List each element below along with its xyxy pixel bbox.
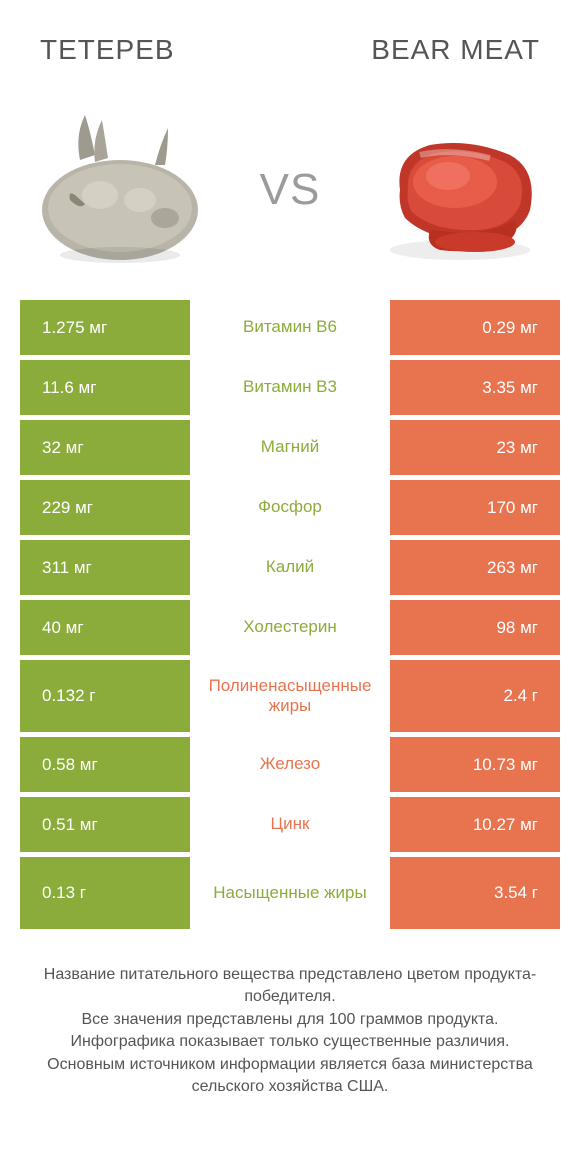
footnote-line: Инфографика показывает только существенн…: [30, 1031, 550, 1053]
nutrient-label: Магний: [190, 420, 390, 475]
nutrient-label: Калий: [190, 540, 390, 595]
nutrient-label: Железо: [190, 737, 390, 792]
comparison-row: 40 мгХолестерин98 мг: [20, 600, 560, 655]
value-left: 0.58 мг: [20, 737, 190, 792]
comparison-row: 229 мгФосфор170 мг: [20, 480, 560, 535]
title-right: BEAR MEAT: [371, 34, 540, 66]
value-right: 23 мг: [390, 420, 560, 475]
value-left: 311 мг: [20, 540, 190, 595]
nutrient-label: Фосфор: [190, 480, 390, 535]
comparison-table: 1.275 мгВитамин B60.29 мг11.6 мгВитамин …: [0, 300, 580, 929]
comparison-row: 11.6 мгВитамин B33.35 мг: [20, 360, 560, 415]
nutrient-label: Цинк: [190, 797, 390, 852]
value-right: 10.27 мг: [390, 797, 560, 852]
value-left: 0.51 мг: [20, 797, 190, 852]
footnote-line: Все значения представлены для 100 граммо…: [30, 1009, 550, 1031]
nutrient-label: Холестерин: [190, 600, 390, 655]
footnote-line: Название питательного вещества представл…: [30, 964, 550, 1009]
comparison-row: 0.58 мгЖелезо10.73 мг: [20, 737, 560, 792]
value-right: 98 мг: [390, 600, 560, 655]
value-right: 3.54 г: [390, 857, 560, 929]
product-image-right: [360, 100, 560, 280]
nutrient-label: Витамин B3: [190, 360, 390, 415]
value-right: 2.4 г: [390, 660, 560, 732]
value-left: 1.275 мг: [20, 300, 190, 355]
footnote-line: Основным источником информации является …: [30, 1054, 550, 1099]
value-right: 263 мг: [390, 540, 560, 595]
nutrient-label: Насыщенные жиры: [190, 857, 390, 929]
value-left: 40 мг: [20, 600, 190, 655]
comparison-row: 0.51 мгЦинк10.27 мг: [20, 797, 560, 852]
value-right: 170 мг: [390, 480, 560, 535]
comparison-row: 0.13 гНасыщенные жиры3.54 г: [20, 857, 560, 929]
comparison-row: 0.132 гПолиненасыщенные жиры2.4 г: [20, 660, 560, 732]
vs-label: VS: [260, 165, 321, 215]
comparison-row: 1.275 мгВитамин B60.29 мг: [20, 300, 560, 355]
value-left: 229 мг: [20, 480, 190, 535]
comparison-row: 32 мгМагний23 мг: [20, 420, 560, 475]
value-right: 0.29 мг: [390, 300, 560, 355]
value-left: 0.132 г: [20, 660, 190, 732]
footnote: Название питательного вещества представл…: [0, 934, 580, 1098]
nutrient-label: Витамин B6: [190, 300, 390, 355]
title-left: ТЕТЕРЕВ: [40, 34, 175, 66]
value-left: 0.13 г: [20, 857, 190, 929]
header-row: ТЕТЕРЕВ BEAR MEAT: [0, 20, 580, 80]
image-row: VS: [0, 90, 580, 290]
value-left: 11.6 мг: [20, 360, 190, 415]
value-left: 32 мг: [20, 420, 190, 475]
product-image-left: [20, 100, 220, 280]
comparison-row: 311 мгКалий263 мг: [20, 540, 560, 595]
nutrient-label: Полиненасыщенные жиры: [190, 660, 390, 732]
value-right: 3.35 мг: [390, 360, 560, 415]
value-right: 10.73 мг: [390, 737, 560, 792]
